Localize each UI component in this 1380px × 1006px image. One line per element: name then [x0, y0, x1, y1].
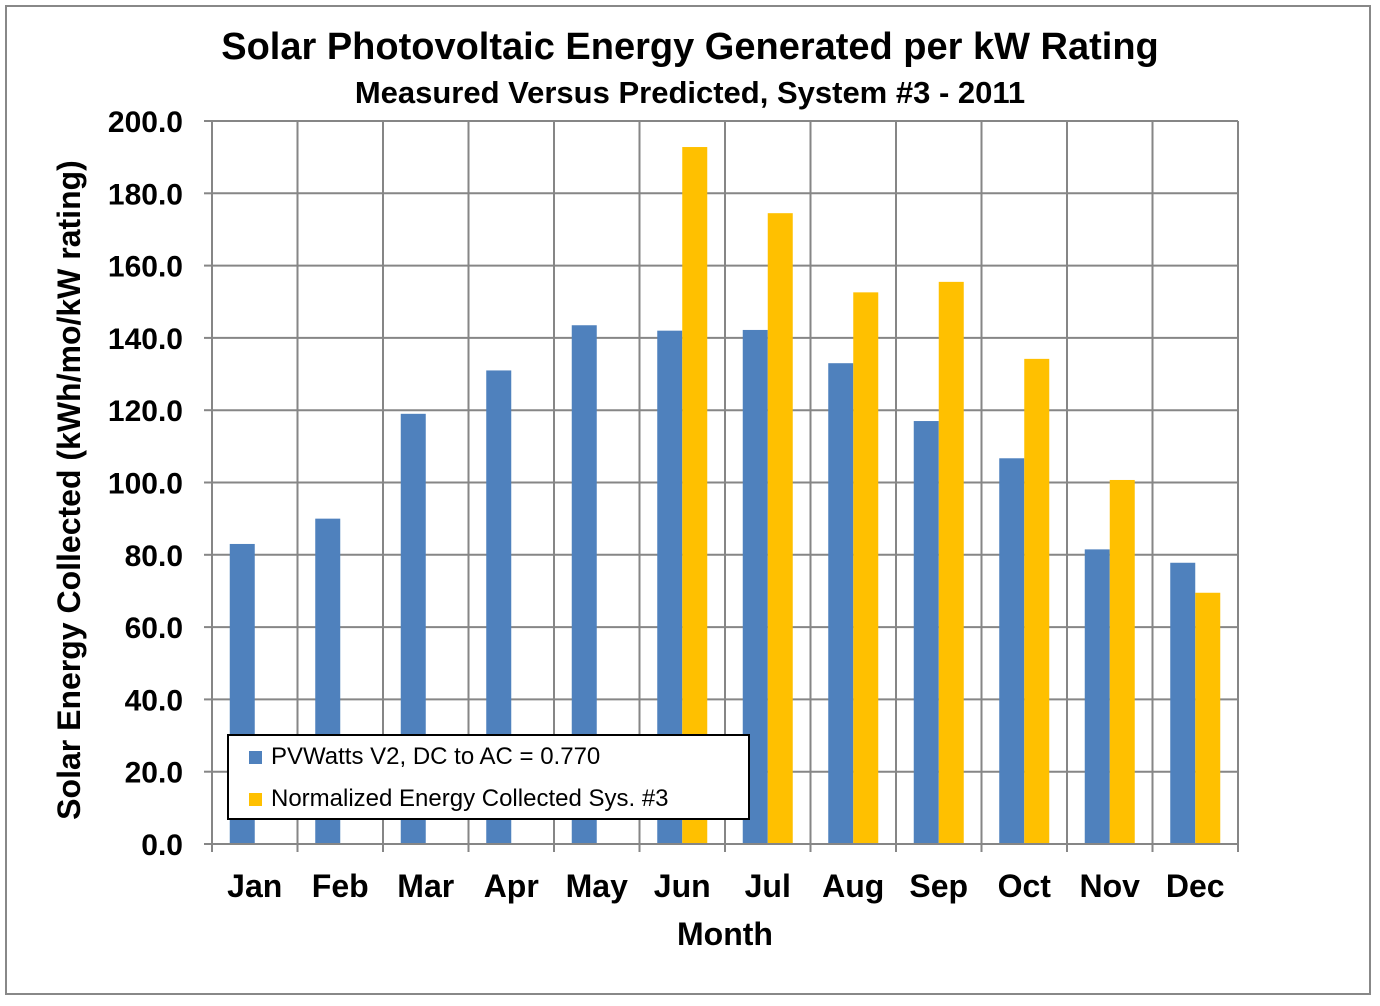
- bar-normalized-dec: [1195, 592, 1221, 844]
- x-tick-label: Apr: [484, 868, 539, 904]
- y-tick-label: 180.0: [108, 178, 183, 211]
- bar-pvwatts-aug: [828, 363, 854, 844]
- legend-item-normalized: Normalized Energy Collected Sys. #3: [249, 784, 669, 814]
- legend-item-pvwatts: PVWatts V2, DC to AC = 0.770: [249, 742, 600, 772]
- x-tick-label: Oct: [998, 868, 1052, 904]
- x-tick-label: Feb: [312, 868, 369, 904]
- x-tick-label: May: [566, 868, 628, 904]
- x-tick-label: Jun: [654, 868, 711, 904]
- y-tick-label: 100.0: [108, 468, 183, 501]
- legend-label-normalized: Normalized Energy Collected Sys. #3: [271, 785, 669, 812]
- bar-pvwatts-sep: [913, 421, 939, 844]
- y-tick-label: 140.0: [108, 323, 183, 356]
- bar-normalized-jul: [767, 213, 793, 844]
- legend-swatch-normalized: [249, 792, 262, 806]
- y-tick-label: 200.0: [108, 106, 183, 139]
- legend-label-pvwatts: PVWatts V2, DC to AC = 0.770: [271, 743, 601, 770]
- chart-subtitle: Measured Versus Predicted, System #3 - 2…: [354, 75, 1026, 110]
- x-tick-label: Sep: [909, 868, 968, 904]
- y-tick-label: 20.0: [125, 757, 183, 790]
- y-tick-label: 0.0: [141, 829, 183, 862]
- x-axis-title: Month: [677, 916, 773, 952]
- y-axis-title: Solar Energy Collected (kWh/mo/kW rating…: [51, 160, 87, 820]
- x-tick-label: Dec: [1166, 868, 1225, 904]
- legend-swatch-pvwatts: [249, 750, 262, 764]
- x-tick-label: Aug: [822, 868, 884, 904]
- y-tick-label: 160.0: [108, 251, 183, 284]
- bar-normalized-sep: [938, 281, 964, 844]
- x-tick-label: Nov: [1080, 868, 1141, 904]
- chart-title: Solar Photovoltaic Energy Generated per …: [221, 26, 1159, 68]
- x-tick-label: Mar: [397, 868, 454, 904]
- legend: PVWatts V2, DC to AC = 0.770 Normalized …: [227, 734, 750, 820]
- y-tick-label: 120.0: [108, 395, 183, 428]
- y-tick-label: 60.0: [125, 612, 183, 645]
- y-tick-label: 40.0: [125, 684, 183, 717]
- bar-normalized-nov: [1109, 479, 1135, 844]
- bar-normalized-aug: [853, 292, 879, 844]
- bar-pvwatts-nov: [1084, 549, 1110, 844]
- y-tick-label: 80.0: [125, 540, 183, 573]
- bar-pvwatts-dec: [1170, 562, 1196, 844]
- x-tick-label: Jul: [745, 868, 791, 904]
- bar-normalized-jun: [682, 147, 708, 844]
- x-tick-label: Jan: [227, 868, 282, 904]
- bar-pvwatts-oct: [999, 458, 1025, 844]
- bar-normalized-oct: [1024, 358, 1050, 844]
